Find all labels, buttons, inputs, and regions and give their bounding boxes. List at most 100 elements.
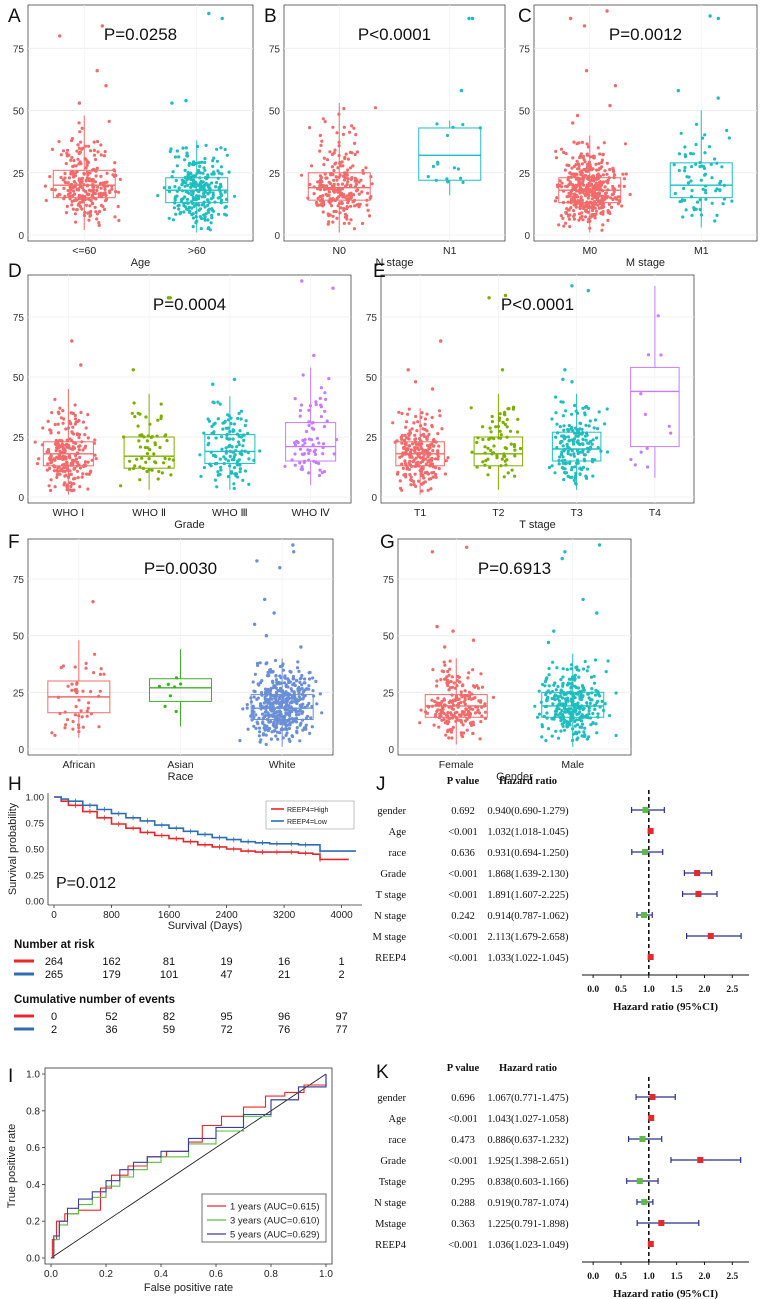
roc-curve-3	[51, 1074, 327, 1259]
data-point	[499, 433, 503, 437]
data-point	[72, 467, 76, 471]
data-point	[179, 682, 183, 686]
data-point	[80, 715, 84, 719]
data-point	[604, 670, 608, 674]
data-point	[445, 681, 449, 685]
data-point	[582, 730, 586, 734]
data-point	[287, 679, 291, 683]
outlier-point	[586, 288, 590, 293]
outlier-point	[563, 368, 567, 372]
data-point	[267, 674, 271, 678]
data-point	[311, 676, 315, 680]
data-point	[251, 704, 255, 708]
data-point	[335, 131, 339, 135]
legend-label: REEP4=Low	[287, 819, 328, 826]
data-point	[74, 220, 78, 224]
data-point	[99, 203, 103, 207]
y-tick-label: 0	[18, 745, 24, 756]
data-point	[218, 182, 223, 186]
data-point	[429, 487, 433, 491]
data-point	[275, 722, 279, 726]
data-point	[203, 194, 207, 198]
data-point	[569, 427, 573, 431]
data-point	[189, 185, 193, 189]
data-point	[581, 406, 585, 410]
data-point	[449, 679, 453, 684]
data-point	[334, 161, 338, 165]
data-point	[558, 694, 563, 698]
data-point	[70, 137, 74, 141]
data-point	[159, 414, 163, 418]
legend-label: 5 years (AUC=0.629)	[230, 1230, 320, 1241]
data-point	[268, 726, 272, 731]
outlier-point	[546, 640, 551, 645]
diagonal-reference	[50, 1073, 327, 1259]
data-point	[206, 218, 210, 222]
data-point	[303, 441, 307, 445]
data-point	[321, 194, 325, 198]
data-point	[230, 445, 234, 449]
data-point	[554, 411, 558, 415]
data-point	[464, 707, 468, 712]
data-point	[337, 195, 341, 199]
data-point	[308, 126, 312, 130]
data-point	[420, 411, 424, 415]
row-label: Age	[389, 1114, 407, 1125]
x-tick-label: 1.0	[643, 1272, 655, 1282]
data-point	[579, 450, 583, 454]
row-hr-text: 1.067(0.771-1.475)	[487, 1093, 569, 1104]
data-point	[242, 433, 246, 437]
data-point	[352, 126, 356, 130]
data-point	[585, 669, 589, 673]
data-point	[583, 734, 587, 739]
data-point	[213, 421, 217, 425]
data-point	[578, 710, 582, 714]
data-point	[307, 471, 311, 475]
data-point	[276, 689, 280, 693]
data-point	[173, 155, 178, 159]
data-point	[156, 477, 160, 481]
panel-letter: C	[518, 6, 532, 27]
data-point	[289, 687, 293, 691]
data-point	[575, 195, 580, 199]
data-point	[45, 468, 50, 472]
data-point	[207, 419, 211, 423]
data-point	[137, 439, 141, 443]
data-point	[434, 472, 438, 477]
row-hr-text: 0.919(0.787-1.074)	[487, 1198, 569, 1209]
data-point	[448, 667, 452, 671]
data-point	[335, 216, 339, 220]
data-point	[203, 160, 207, 165]
data-point	[601, 210, 605, 214]
data-point	[591, 167, 595, 171]
data-point	[184, 205, 188, 209]
data-point	[97, 223, 101, 227]
y-tick-label: 25	[269, 169, 281, 180]
data-point	[307, 408, 311, 412]
data-point	[87, 701, 91, 705]
data-point	[347, 221, 351, 225]
data-point	[572, 452, 576, 456]
events-table-value: 0	[51, 1011, 57, 1023]
data-point	[445, 133, 450, 138]
data-point	[361, 184, 365, 188]
data-point	[113, 215, 117, 219]
data-point	[580, 140, 585, 144]
data-point	[69, 461, 73, 465]
data-point	[673, 191, 677, 196]
data-point	[555, 707, 559, 711]
data-point	[563, 710, 567, 714]
data-point	[478, 737, 482, 741]
outlier-point	[467, 16, 471, 21]
data-point	[167, 185, 172, 190]
data-point	[52, 469, 57, 473]
data-point	[117, 190, 121, 194]
data-point	[412, 459, 416, 463]
data-point	[547, 666, 551, 671]
data-point	[292, 681, 296, 685]
data-point	[710, 201, 714, 205]
data-point	[252, 715, 256, 720]
outlier-point	[232, 377, 237, 382]
x-tick-label: T3	[570, 507, 582, 519]
